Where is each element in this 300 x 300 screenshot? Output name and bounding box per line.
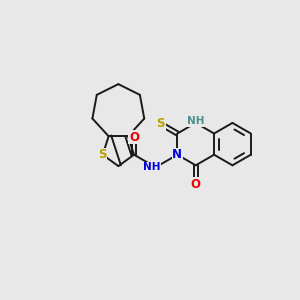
Text: S: S	[157, 117, 165, 130]
Text: O: O	[129, 130, 139, 143]
Text: NH: NH	[187, 116, 205, 126]
Text: NH: NH	[143, 162, 161, 172]
Text: N: N	[172, 148, 182, 161]
Text: O: O	[191, 178, 201, 191]
Text: S: S	[98, 148, 107, 161]
